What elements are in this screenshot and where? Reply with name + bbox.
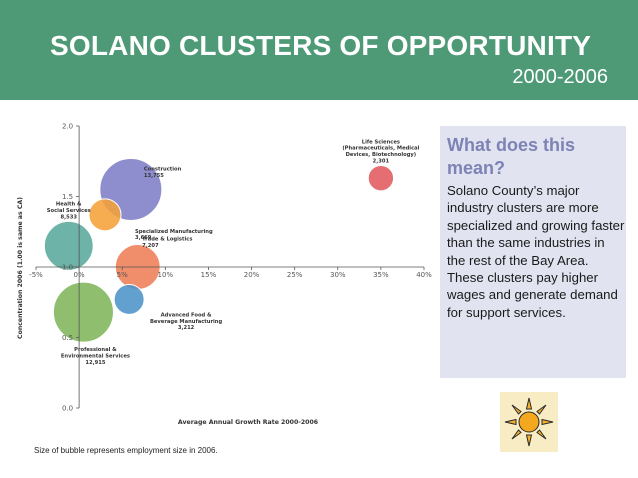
y-tick-label: 1.0 xyxy=(62,264,73,272)
bubble-label: 7,207 xyxy=(142,243,159,249)
bubble-label: Beverage Manufacturing xyxy=(150,319,223,325)
bubble-label: 8,533 xyxy=(61,214,78,220)
explanation-panel: What does this mean? Solano County’s maj… xyxy=(440,126,626,378)
x-tick-label: 5% xyxy=(117,271,128,279)
panel-heading: What does this mean? xyxy=(447,135,576,178)
y-axis-title: Concentration 2006 (1.00 is same as CA) xyxy=(17,197,24,339)
y-tick-label: 0.0 xyxy=(62,405,73,413)
bubble xyxy=(113,283,145,315)
slide-subtitle: 2000-2006 xyxy=(512,66,608,88)
bubble-label: (Pharmaceuticals, Medical xyxy=(342,146,419,152)
bubble xyxy=(367,164,395,192)
slide-title: SOLANO CLUSTERS OF OPPORTUNITY xyxy=(50,30,592,61)
bubble xyxy=(43,220,94,271)
title-banner: SOLANO CLUSTERS OF OPPORTUNITY 2000-2006 xyxy=(0,0,638,100)
x-tick-label: 40% xyxy=(416,271,432,279)
y-tick-label: 1.5 xyxy=(62,193,73,201)
bubble-label: Professional & xyxy=(74,347,117,353)
panel-body: Solano County’s major industry clusters … xyxy=(447,182,625,321)
bubble xyxy=(88,198,122,232)
bubble-label: Construction xyxy=(144,166,182,172)
bubble-label: Specialized Manufacturing xyxy=(135,229,213,235)
bubble xyxy=(52,281,114,343)
sun-icon xyxy=(500,392,558,452)
x-tick-label: 25% xyxy=(287,271,303,279)
panel-paragraph-2: These clusters pay higher wages and gene… xyxy=(447,270,618,320)
bubble-label: Trade & Logistics xyxy=(142,237,192,243)
bubble-label: Environmental Services xyxy=(61,354,130,360)
bubble-label: Social Services xyxy=(47,208,91,214)
bubble-label: 3,669 xyxy=(135,235,152,241)
x-tick-label: 30% xyxy=(330,271,346,279)
y-tick-label: 0.5 xyxy=(62,334,73,342)
x-tick-label: 0% xyxy=(74,271,85,279)
panel-paragraph-1: Solano County’s major industry clusters … xyxy=(447,183,625,268)
x-tick-label: 15% xyxy=(201,271,217,279)
x-tick-label: 20% xyxy=(244,271,260,279)
chart-footnote: Size of bubble represents employment siz… xyxy=(34,446,218,455)
bubble-label: Advanced Food & xyxy=(161,312,212,318)
bubble-chart: 0.0 0.5 1.0 1.5 2.0 -5% 0% 5% 10% 15% 20% 25% 30% 35%… xyxy=(17,123,432,427)
bubble-label: Life Sciences xyxy=(362,139,400,145)
bubble-label: Devices, Biotechnology) xyxy=(346,152,417,158)
bubble-label: Health & xyxy=(56,202,82,208)
y-tick-label: 2.0 xyxy=(62,123,73,131)
x-tick-label: 35% xyxy=(373,271,389,279)
bubble-label: 13,755 xyxy=(144,173,164,179)
bubble-label: 2,301 xyxy=(373,158,390,164)
bubble-label: 12,915 xyxy=(85,360,105,366)
bubble-label: 3,212 xyxy=(178,325,195,331)
x-axis-title: Average Annual Growth Rate 2000-2006 xyxy=(178,419,318,426)
x-tick-label: 10% xyxy=(158,271,174,279)
x-tick-label: -5% xyxy=(29,271,43,279)
